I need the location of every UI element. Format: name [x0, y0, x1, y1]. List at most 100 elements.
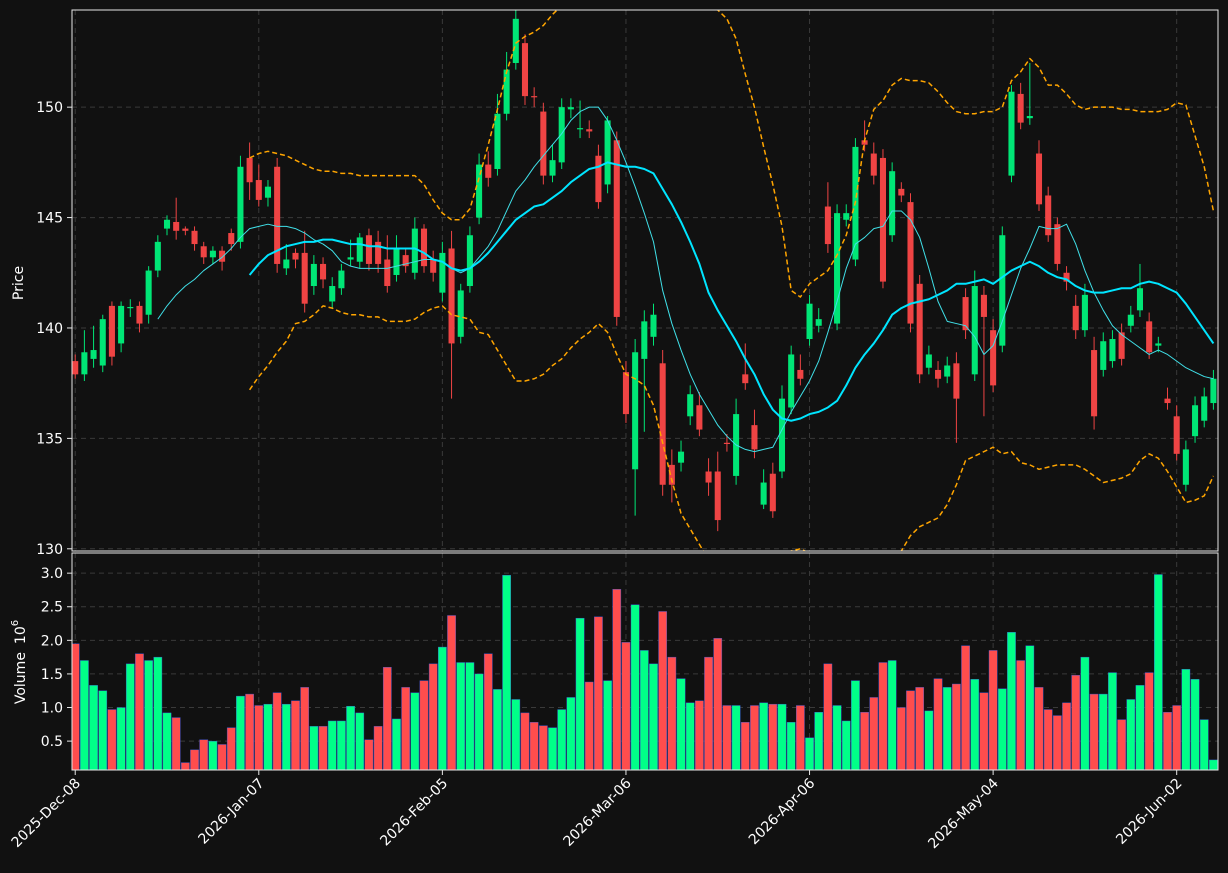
volume-bar	[318, 726, 328, 770]
volume-bar	[502, 574, 511, 770]
candle-body	[402, 255, 409, 267]
volume-bar	[401, 687, 410, 770]
grid-layer	[72, 10, 1218, 770]
candle-body	[916, 283, 923, 375]
candle-body	[797, 369, 804, 379]
candle-body	[944, 365, 951, 377]
candle-body	[567, 107, 574, 110]
candle-body	[136, 305, 143, 324]
volume-bar	[924, 710, 934, 770]
volume-bar	[382, 667, 392, 770]
volume-bar	[272, 692, 282, 770]
candle-body	[971, 286, 978, 375]
candle-body	[907, 202, 914, 324]
volume-bar	[511, 699, 521, 770]
volume-bar	[483, 653, 493, 770]
candle-body	[512, 18, 519, 63]
indicator-line	[249, 10, 1215, 298]
candle-body	[1091, 350, 1098, 417]
volume-bar	[713, 638, 723, 770]
candle-body	[889, 171, 896, 236]
volume-bar	[1053, 715, 1062, 770]
candle-body	[742, 374, 749, 384]
volume-bar	[392, 718, 401, 770]
candle-body	[320, 263, 327, 280]
volume-bar	[841, 720, 851, 770]
candle-body	[834, 213, 841, 324]
volume-bar	[851, 680, 860, 770]
candle-body	[1210, 378, 1217, 404]
y-tick-label: 1.0	[41, 701, 63, 717]
volume-bar	[997, 688, 1007, 770]
candle-body	[375, 241, 382, 264]
candle-body	[521, 43, 529, 97]
volume-bar	[649, 663, 658, 770]
y-tick-label: 3.0	[41, 566, 63, 582]
volume-bar	[1089, 693, 1099, 770]
candle-body	[778, 398, 786, 472]
candle-body	[347, 257, 354, 260]
volume-bar	[1108, 672, 1117, 770]
candle-body	[531, 96, 538, 98]
candle-body	[935, 369, 942, 379]
volume-bar	[162, 712, 172, 770]
volume-bar	[878, 662, 888, 770]
volume-bar	[1025, 645, 1035, 770]
volume-bar	[346, 705, 355, 770]
volume-bar	[144, 660, 153, 770]
candle-body	[1100, 341, 1107, 370]
candle-body	[641, 321, 648, 359]
price-frame	[71, 9, 1219, 552]
volume-bar	[796, 705, 805, 770]
candle-body	[1192, 405, 1199, 437]
y-tick-label: 2.0	[41, 633, 63, 649]
volume-bar	[1135, 685, 1145, 770]
volume-bar	[603, 680, 612, 770]
candle-body	[1155, 343, 1162, 346]
candle-body	[338, 270, 345, 289]
candle-body	[246, 157, 253, 183]
candle-body	[1109, 339, 1116, 362]
indicator-line	[248, 305, 1215, 551]
volume-bar	[621, 642, 631, 770]
volume-bar	[529, 722, 539, 770]
candle-body	[604, 120, 611, 185]
volume-bar	[1199, 719, 1209, 770]
volume-bar	[970, 679, 980, 770]
candle-body	[677, 451, 685, 463]
y-tick-label: 0.5	[41, 734, 63, 750]
volume-bar	[1080, 656, 1090, 770]
volume-bar	[695, 700, 704, 770]
candle-body	[310, 263, 317, 287]
volume-bar	[740, 722, 750, 770]
volume-bar	[832, 705, 842, 770]
volume-bar	[447, 615, 456, 770]
volume-bar	[557, 709, 567, 770]
indicator-line	[157, 106, 1214, 453]
volume-bar	[722, 705, 732, 770]
volume-bar	[896, 707, 906, 770]
candle-body	[163, 219, 171, 229]
y-tick-label: 135	[36, 431, 63, 447]
volume-bar	[869, 697, 879, 770]
candle-body	[632, 352, 639, 470]
candle-body	[127, 306, 134, 309]
volume-bar	[575, 617, 585, 770]
candle-body	[264, 186, 272, 198]
volume-bar	[906, 690, 915, 770]
volume-bar	[373, 726, 383, 770]
candle-body	[274, 166, 281, 264]
candle-body	[843, 213, 850, 220]
volume-bar	[961, 645, 970, 770]
candle-body	[769, 473, 776, 512]
volume-bar	[199, 739, 209, 770]
candle-body	[1081, 294, 1088, 331]
price-axis-label: Price	[11, 266, 27, 300]
volume-bar	[410, 692, 420, 770]
candle-body	[1035, 153, 1043, 205]
volume-bar	[1209, 759, 1218, 770]
volume-bar	[887, 660, 897, 770]
volume-bar	[1190, 679, 1200, 770]
candle-body	[255, 180, 262, 200]
candle-body	[577, 128, 584, 130]
